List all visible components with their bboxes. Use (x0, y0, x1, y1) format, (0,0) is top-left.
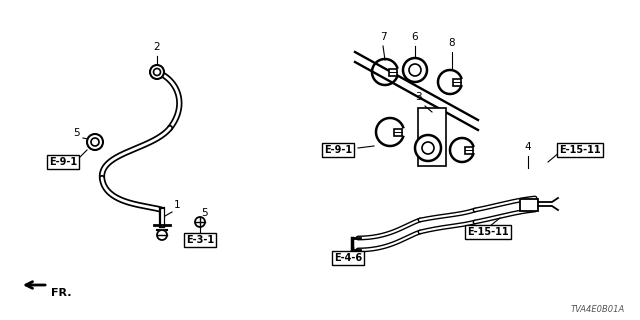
Text: E-3-1: E-3-1 (186, 235, 214, 245)
Text: 5: 5 (74, 128, 80, 138)
Text: 7: 7 (380, 32, 387, 42)
Text: 6: 6 (412, 32, 419, 42)
Text: E-9-1: E-9-1 (324, 145, 352, 155)
Circle shape (195, 217, 205, 227)
Text: TVA4E0B01A: TVA4E0B01A (571, 305, 625, 314)
Text: 3: 3 (415, 92, 421, 102)
Circle shape (409, 64, 421, 76)
Text: 2: 2 (154, 42, 160, 52)
Circle shape (157, 230, 167, 240)
Text: 5: 5 (202, 208, 208, 218)
Text: E-4-6: E-4-6 (334, 253, 362, 263)
Text: E-15-11: E-15-11 (559, 145, 601, 155)
Circle shape (403, 58, 427, 82)
Circle shape (91, 138, 99, 146)
Text: FR.: FR. (51, 288, 72, 298)
FancyBboxPatch shape (394, 129, 403, 135)
Circle shape (415, 135, 441, 161)
FancyBboxPatch shape (465, 147, 473, 154)
Text: 4: 4 (525, 142, 531, 152)
Circle shape (154, 68, 161, 76)
Circle shape (150, 65, 164, 79)
FancyBboxPatch shape (453, 78, 461, 85)
FancyBboxPatch shape (418, 108, 446, 166)
Text: E-9-1: E-9-1 (49, 157, 77, 167)
Circle shape (422, 142, 434, 154)
FancyBboxPatch shape (389, 68, 397, 76)
Text: 8: 8 (449, 38, 455, 48)
Text: 1: 1 (174, 200, 180, 210)
FancyBboxPatch shape (520, 199, 538, 211)
Circle shape (87, 134, 103, 150)
Text: E-15-11: E-15-11 (467, 227, 509, 237)
